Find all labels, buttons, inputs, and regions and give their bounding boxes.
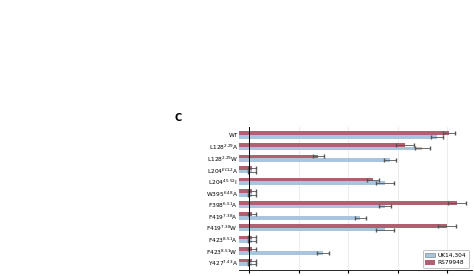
Bar (2, 228, 385, 231)
Bar (2, 170, 252, 174)
Bar (2, 193, 252, 197)
Bar (2, 259, 252, 262)
Bar (2, 189, 252, 193)
Bar (2, 178, 373, 181)
Bar (2, 135, 437, 139)
Bar (2, 201, 457, 205)
Bar (2, 212, 252, 216)
Bar (2, 166, 252, 170)
Bar (2, 147, 422, 150)
Bar (2, 247, 252, 251)
Bar (2, 181, 385, 185)
Text: C: C (174, 113, 182, 123)
Bar (2, 143, 405, 147)
Bar (2, 131, 449, 135)
Bar (2, 155, 319, 158)
Bar (2, 235, 252, 239)
Bar (2, 205, 385, 208)
Bar (2, 251, 323, 254)
Bar (2, 216, 360, 220)
Legend: UK14,304, RS79948: UK14,304, RS79948 (423, 250, 469, 267)
Bar (2, 239, 252, 243)
Bar (2, 262, 252, 266)
Bar (2, 158, 390, 162)
Bar (2, 224, 447, 228)
